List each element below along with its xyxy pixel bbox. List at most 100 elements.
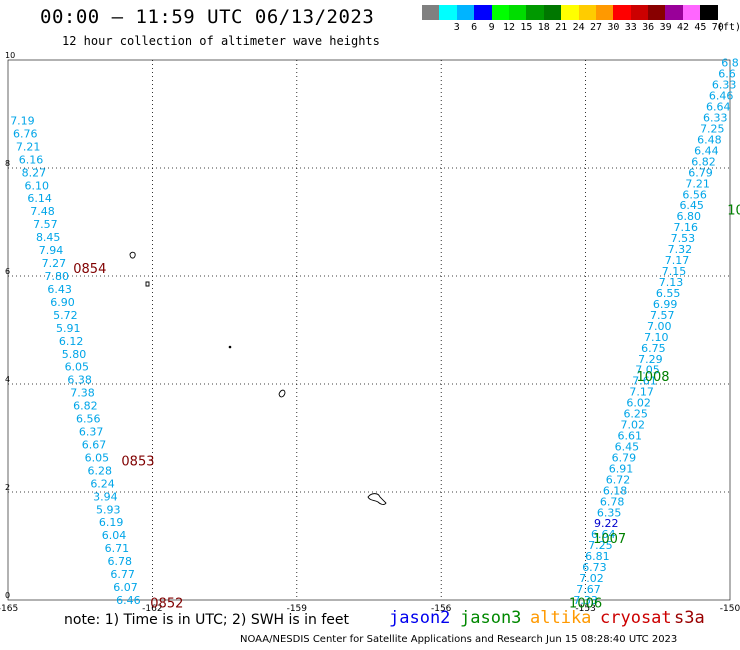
time-label: 0854 (73, 262, 106, 277)
swh-label: 6.46 (116, 594, 141, 607)
swh-label: 6.37 (79, 426, 104, 439)
legend-swatch (491, 5, 509, 20)
legend-unit: (ft) (717, 22, 740, 33)
swh-label: 6.45 (615, 440, 640, 453)
swh-label: 6.8 (721, 57, 739, 70)
swh-label: 6.14 (27, 192, 52, 205)
swh-label: 5.80 (62, 348, 87, 361)
time-label: 0852 (150, 597, 183, 612)
swh-label: 6.73 (582, 561, 607, 574)
mission-altika: altika (530, 608, 592, 628)
swh-label: 6.91 (609, 462, 634, 475)
swh-label: 5.91 (56, 322, 81, 335)
swh-label: 5.93 (96, 503, 121, 516)
swh-label: 7.02 (621, 419, 646, 432)
swh-label: 7.02 (579, 572, 604, 585)
swh-label: 7.21 (16, 140, 41, 153)
x-tick-label: -165 (0, 604, 18, 614)
legend-swatch (648, 5, 666, 20)
swh-label: 6.64 (706, 101, 731, 114)
x-tick-label: -159 (287, 604, 308, 614)
swh-label: 7.16 (674, 221, 699, 234)
legend-label: 45 (694, 22, 707, 33)
legend-label: 21 (555, 22, 568, 33)
legend-label: 36 (642, 22, 655, 33)
legend-swatch (508, 5, 527, 20)
legend-swatch (439, 5, 457, 20)
swh-label: 7.61 (632, 375, 657, 388)
swh-label: 6.78 (600, 495, 625, 508)
y-tick-label: 10 (5, 51, 15, 60)
track-east: 6.86.66.336.466.646.337.256.486.446.826.… (569, 57, 740, 612)
swh-label: 7.27 (42, 257, 67, 270)
legend-label: 30 (607, 22, 620, 33)
swh-label: 7.53 (671, 232, 696, 245)
swh-label: 6.02 (626, 397, 651, 410)
swh-label: 6.76 (13, 127, 38, 140)
mission-jason2: jason2 (389, 608, 451, 628)
y-tick-label: 2 (5, 483, 10, 492)
legend-swatch (526, 5, 544, 20)
legend-label: 12 (502, 22, 516, 33)
legend-label: 42 (676, 22, 690, 33)
swh-label: 9.22 (594, 517, 619, 530)
swh-label: 6.10 (24, 179, 49, 192)
mission-jason3: jason3 (460, 608, 522, 628)
swh-label: 6.25 (623, 408, 648, 421)
swh-label: 6.18 (603, 484, 628, 497)
legend-label: 3 (453, 22, 460, 33)
swh-label: 6.05 (65, 361, 90, 374)
swh-label: 6.81 (585, 550, 610, 563)
time-label: 100 (727, 204, 740, 219)
swh-label: 6.82 (73, 400, 98, 413)
swh-label: 7.05 (635, 364, 660, 377)
swh-label: 7.17 (629, 386, 654, 399)
legend-label: 18 (537, 22, 550, 33)
swh-label: 5.72 (53, 309, 78, 322)
swh-label: 6.46 (709, 90, 734, 103)
swh-label: 7.94 (39, 244, 64, 257)
swh-label: 6.24 (90, 477, 115, 490)
swh-label: 6.28 (87, 464, 112, 477)
time-label: 1007 (593, 532, 626, 547)
color-legend (422, 5, 718, 20)
chart-subtitle: 12 hour collection of altimeter wave hei… (62, 34, 380, 48)
y-tick-label: 8 (5, 159, 10, 168)
swh-label: 7.21 (685, 177, 710, 190)
legend-label: 9 (488, 22, 495, 33)
swh-label: 6.55 (656, 287, 681, 300)
swh-label: 6.90 (50, 296, 75, 309)
island-oahu-icon (367, 493, 387, 505)
swh-label: 6.72 (606, 473, 631, 486)
legend-label: 39 (659, 22, 672, 33)
time-label: 1006 (569, 597, 602, 612)
island-nihoa-icon (129, 251, 136, 259)
x-tick-label: -150 (720, 604, 740, 614)
swh-label: 7.67 (576, 583, 601, 596)
swh-label: 7.57 (33, 218, 58, 231)
swh-label: 6.64 (591, 528, 616, 541)
legend-swatch (613, 5, 631, 20)
legend-label: 70 (711, 22, 724, 33)
time-label: 1008 (636, 370, 669, 385)
legend-swatch (682, 5, 701, 20)
legend-swatch (578, 5, 596, 20)
swh-label: 7.25 (700, 122, 725, 135)
swh-label: 6.67 (82, 438, 107, 451)
legend-label: 27 (589, 22, 603, 33)
legend-label: 24 (572, 22, 585, 33)
swh-label: 6.56 (76, 413, 101, 426)
swh-label: 3.94 (93, 490, 118, 503)
mission-s3a: s3a (674, 608, 705, 628)
grid-lines (8, 60, 730, 600)
swh-label: 6.05 (85, 451, 110, 464)
swh-label: 6.80 (676, 210, 701, 223)
swh-label: 6.79 (688, 166, 713, 179)
swh-label: 8.27 (22, 166, 47, 179)
swh-label: 6.77 (110, 568, 135, 581)
x-tick-label: -162 (142, 604, 162, 614)
swh-label: 7.48 (30, 205, 55, 218)
legend-swatch (700, 5, 718, 20)
track-west: 7.196.767.216.168.276.106.147.487.578.45… (10, 114, 183, 611)
